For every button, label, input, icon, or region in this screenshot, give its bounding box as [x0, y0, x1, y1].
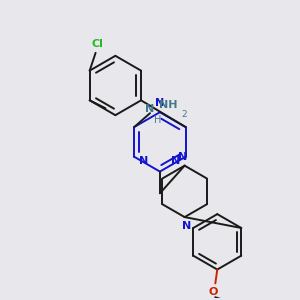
- Text: N: N: [145, 104, 154, 114]
- Text: NH: NH: [159, 100, 177, 110]
- Text: N: N: [171, 156, 180, 166]
- Text: H: H: [154, 115, 161, 124]
- Text: N: N: [140, 156, 149, 166]
- Text: 2: 2: [182, 110, 188, 119]
- Text: N: N: [155, 98, 164, 108]
- Text: N: N: [182, 221, 191, 231]
- Text: O: O: [208, 287, 218, 297]
- Text: N: N: [178, 152, 187, 162]
- Text: Cl: Cl: [92, 39, 104, 49]
